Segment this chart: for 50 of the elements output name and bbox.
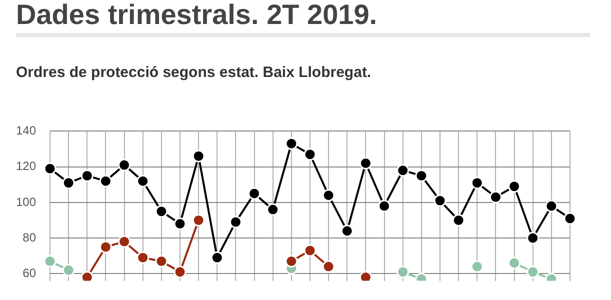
point [99, 174, 112, 188]
point [470, 176, 484, 190]
y-tick-label: 60 [22, 266, 36, 280]
point [304, 244, 316, 257]
y-tick-label: 120 [16, 159, 36, 174]
point [396, 164, 410, 177]
point [526, 232, 540, 244]
point [415, 169, 428, 182]
point [174, 266, 186, 278]
point [452, 214, 465, 226]
point [378, 200, 391, 212]
point [210, 251, 224, 264]
point [322, 260, 335, 273]
point [248, 187, 261, 200]
point [545, 200, 558, 212]
point [359, 157, 372, 170]
point [470, 260, 484, 273]
point [304, 148, 316, 161]
point [80, 270, 94, 281]
y-tick-label: 100 [16, 194, 36, 209]
y-tick-label: 80 [22, 230, 36, 244]
point [396, 266, 410, 278]
point [192, 214, 205, 226]
point [564, 212, 576, 225]
point [136, 251, 150, 264]
point [80, 169, 94, 182]
point [44, 254, 56, 268]
point [508, 256, 521, 270]
chart-subtitle: Ordres de protecció segons estat. Baix Llobregat. [16, 64, 372, 81]
point [192, 150, 205, 162]
point [118, 158, 131, 172]
point [489, 190, 502, 204]
point [155, 254, 168, 268]
point [62, 264, 75, 276]
point [526, 266, 540, 278]
point [44, 162, 56, 175]
point [359, 270, 372, 281]
point [266, 203, 280, 216]
y-tick-label: 140 [16, 124, 36, 138]
point [285, 254, 298, 268]
point [322, 189, 335, 202]
point [285, 137, 298, 150]
point [118, 235, 131, 248]
point [174, 218, 186, 230]
point [136, 174, 150, 188]
point [155, 205, 168, 218]
chart-title: Dades trimestrals. 2T 2019. [16, 0, 378, 31]
point [62, 176, 75, 190]
point [434, 194, 446, 207]
point [340, 224, 354, 238]
